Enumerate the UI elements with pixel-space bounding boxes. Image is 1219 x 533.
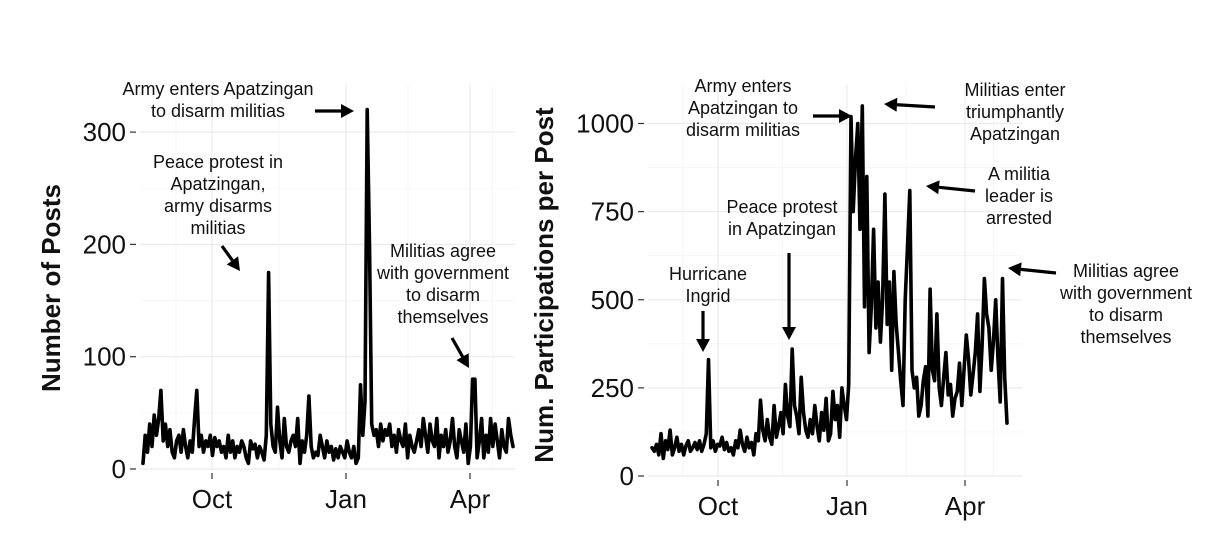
annotation-peace-protest: Peace protest in Apatzingan, army disarms m…: [153, 152, 283, 238]
annotation-militias-agree: Militias agree with government to disarm th…: [376, 241, 509, 327]
y-tick-label: 1000: [576, 109, 634, 139]
x-tick-label: Oct: [698, 491, 739, 521]
y-axis-title-left: Number of Posts: [36, 184, 66, 392]
y-tick-label: 300: [83, 117, 126, 147]
annotation-militias-agree-right: Militias agree with government to disarm th…: [1059, 261, 1192, 347]
x-tick-label: Oct: [192, 484, 233, 514]
y-axis-title-right: Num. Participations per Post: [529, 107, 559, 463]
x-tick-label: Jan: [325, 484, 367, 514]
panel-left: 0 100 200 300 Oct Jan Apr Number of Posts Arm…: [36, 79, 515, 514]
annotation-leader-arrested: A militia leader is arrested: [985, 164, 1053, 228]
y-axis-right: 0 250 500 750 1000: [576, 109, 644, 491]
series-line-left: [141, 107, 515, 466]
x-tick-label: Apr: [450, 484, 491, 514]
y-tick-label: 250: [591, 373, 634, 403]
annotations-right: Hurricane Ingrid Peace protest in Apatzinga…: [669, 76, 1192, 352]
y-tick-label: 0: [620, 461, 634, 491]
annotation-peace-protest-right: Peace protest in Apatzingan: [726, 197, 837, 239]
x-axis-right: Oct Jan Apr: [698, 480, 986, 521]
series-line-right: [650, 104, 1009, 461]
annotation-arrow: [220, 245, 240, 271]
y-tick-label: 200: [83, 229, 126, 259]
annotation-arrow: [696, 311, 710, 352]
grid-left: [140, 85, 515, 470]
y-tick-label: 100: [83, 342, 126, 372]
x-axis-left: Oct Jan Apr: [192, 473, 491, 514]
x-tick-label: Jan: [826, 491, 868, 521]
annotation-arrow: [926, 180, 976, 195]
annotation-arrow: [813, 109, 852, 123]
panel-right: 0 250 500 750 1000 Oct Jan Apr Num. Participat…: [529, 76, 1192, 521]
annotation-arrow: [315, 104, 354, 118]
y-tick-label: 0: [112, 454, 126, 484]
annotation-army-enters-right: Army enters Apatzingan to disarm militias: [686, 76, 800, 140]
y-axis-left: 0 100 200 300: [83, 117, 136, 484]
x-tick-label: Apr: [945, 491, 986, 521]
y-tick-label: 750: [591, 197, 634, 227]
annotations-left: Army enters Apatzingan to disarm militias…: [122, 79, 509, 368]
annotation-arrow: [450, 337, 469, 368]
annotation-militias-enter: Militias enter triumphantly Apatzingan: [964, 80, 1065, 144]
annotation-arrow: [782, 253, 796, 340]
annotation-arrow: [884, 97, 936, 112]
annotation-army-enters: Army enters Apatzingan to disarm militias: [122, 79, 313, 121]
annotation-arrow: [1008, 262, 1057, 277]
y-tick-label: 500: [591, 285, 634, 315]
annotation-hurricane: Hurricane Ingrid: [669, 264, 747, 306]
